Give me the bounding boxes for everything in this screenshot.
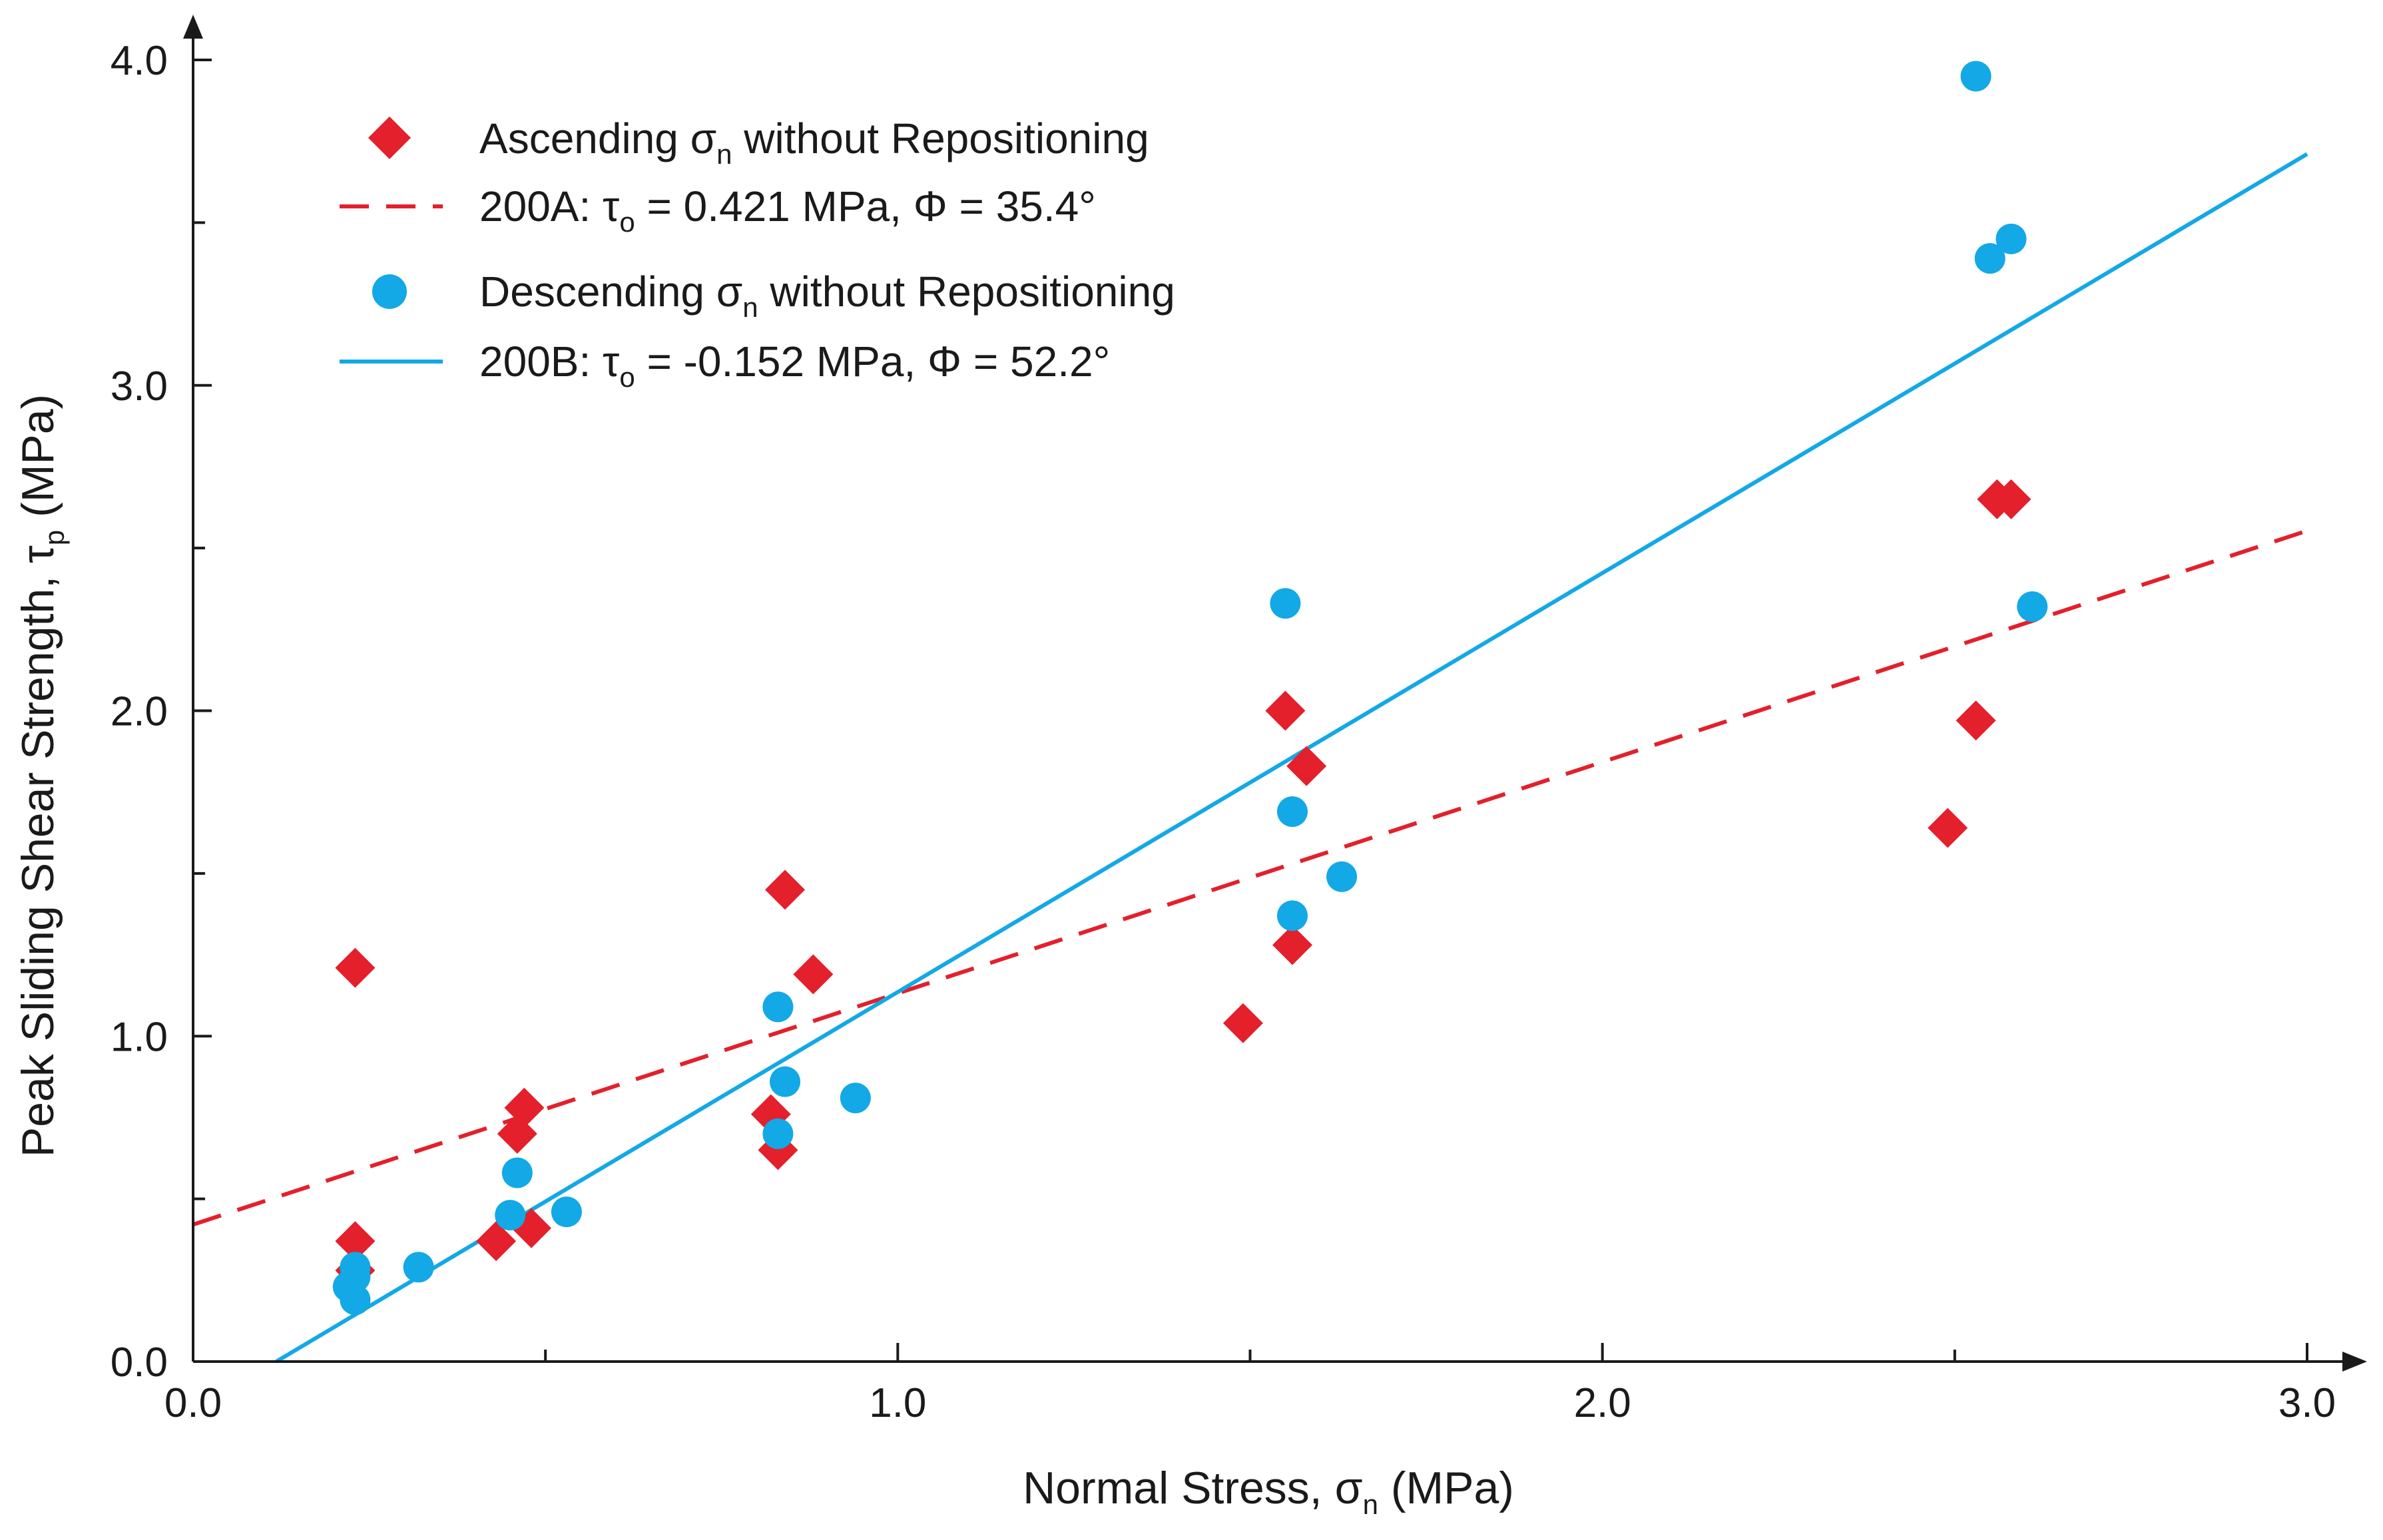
- fit-line-200b: [275, 152, 2308, 1364]
- legend: Ascending σn without Repositioning 200A:…: [340, 115, 1175, 393]
- legend-label-descending: Descending σn without Repositioning: [479, 268, 1175, 323]
- descending-point: [770, 1066, 800, 1097]
- ascending-point: [476, 1221, 517, 1262]
- fit-line-200a: [192, 529, 2308, 1227]
- descending-point: [1326, 861, 1358, 892]
- y-axis-arrow-icon: [183, 15, 203, 39]
- ascending-point: [765, 870, 805, 910]
- x-axis-title: Normal Stress, σn (MPa): [1023, 1463, 1514, 1520]
- ascending-point: [1956, 700, 1996, 741]
- descending-point: [403, 1252, 434, 1283]
- ascending-point: [1991, 479, 2031, 519]
- ascending-point: [1272, 925, 1312, 965]
- descending-point: [501, 1157, 533, 1188]
- ascending-point: [1222, 1003, 1263, 1043]
- y-tick-label: 1.0: [111, 1014, 168, 1060]
- descending-point: [840, 1083, 871, 1114]
- ascending-point: [335, 1221, 376, 1262]
- x-axis-arrow-icon: [2342, 1352, 2367, 1372]
- legend-label-ascending: Ascending σn without Repositioning: [479, 115, 1149, 170]
- descending-point: [762, 991, 794, 1023]
- descending-point: [340, 1261, 371, 1292]
- y-tick-label: 0.0: [111, 1340, 168, 1386]
- descending-point: [1270, 588, 1301, 619]
- ascending-point: [335, 947, 376, 988]
- descending-point: [551, 1196, 582, 1228]
- ticks: 0.0 1.0 2.0 3.0 0.0 1.0 2.0 3.0 4.0: [111, 38, 2336, 1426]
- descending-point: [1974, 243, 2005, 274]
- legend-circle-marker: [372, 274, 407, 309]
- x-tick-label: 2.0: [1574, 1380, 1631, 1426]
- ascending-point: [504, 1087, 545, 1128]
- descending-point: [1277, 796, 1308, 828]
- x-tick-label: 1.0: [869, 1380, 926, 1426]
- data-points: [332, 61, 2048, 1316]
- y-tick-label: 2.0: [111, 689, 168, 735]
- ascending-point: [1928, 808, 1968, 848]
- ascending-point: [793, 954, 834, 995]
- descending-point: [1960, 61, 1991, 92]
- descending-point: [495, 1200, 526, 1231]
- ascending-point: [1286, 746, 1327, 786]
- descending-point: [1277, 900, 1308, 931]
- descending-point: [1995, 223, 2027, 254]
- y-tick-label: 4.0: [111, 38, 168, 84]
- descending-point: [2017, 591, 2048, 623]
- legend-diamond-marker: [368, 117, 411, 159]
- ascending-point: [1265, 690, 1306, 731]
- axes: [183, 15, 2367, 1372]
- descending-point: [762, 1118, 794, 1149]
- y-axis-title: Peak Sliding Shear Strength, τp (MPa): [13, 394, 70, 1157]
- legend-label-fit-200a: 200A: τo = 0.421 MPa, Φ = 35.4°: [479, 182, 1096, 238]
- descending-point: [340, 1284, 371, 1316]
- legend-label-fit-200b: 200B: τo = -0.152 MPa, Φ = 52.2°: [479, 338, 1110, 393]
- x-tick-label: 3.0: [2278, 1380, 2336, 1426]
- fit-lines: [192, 152, 2308, 1364]
- y-tick-label: 3.0: [111, 364, 168, 409]
- x-tick-label: 0.0: [164, 1380, 222, 1426]
